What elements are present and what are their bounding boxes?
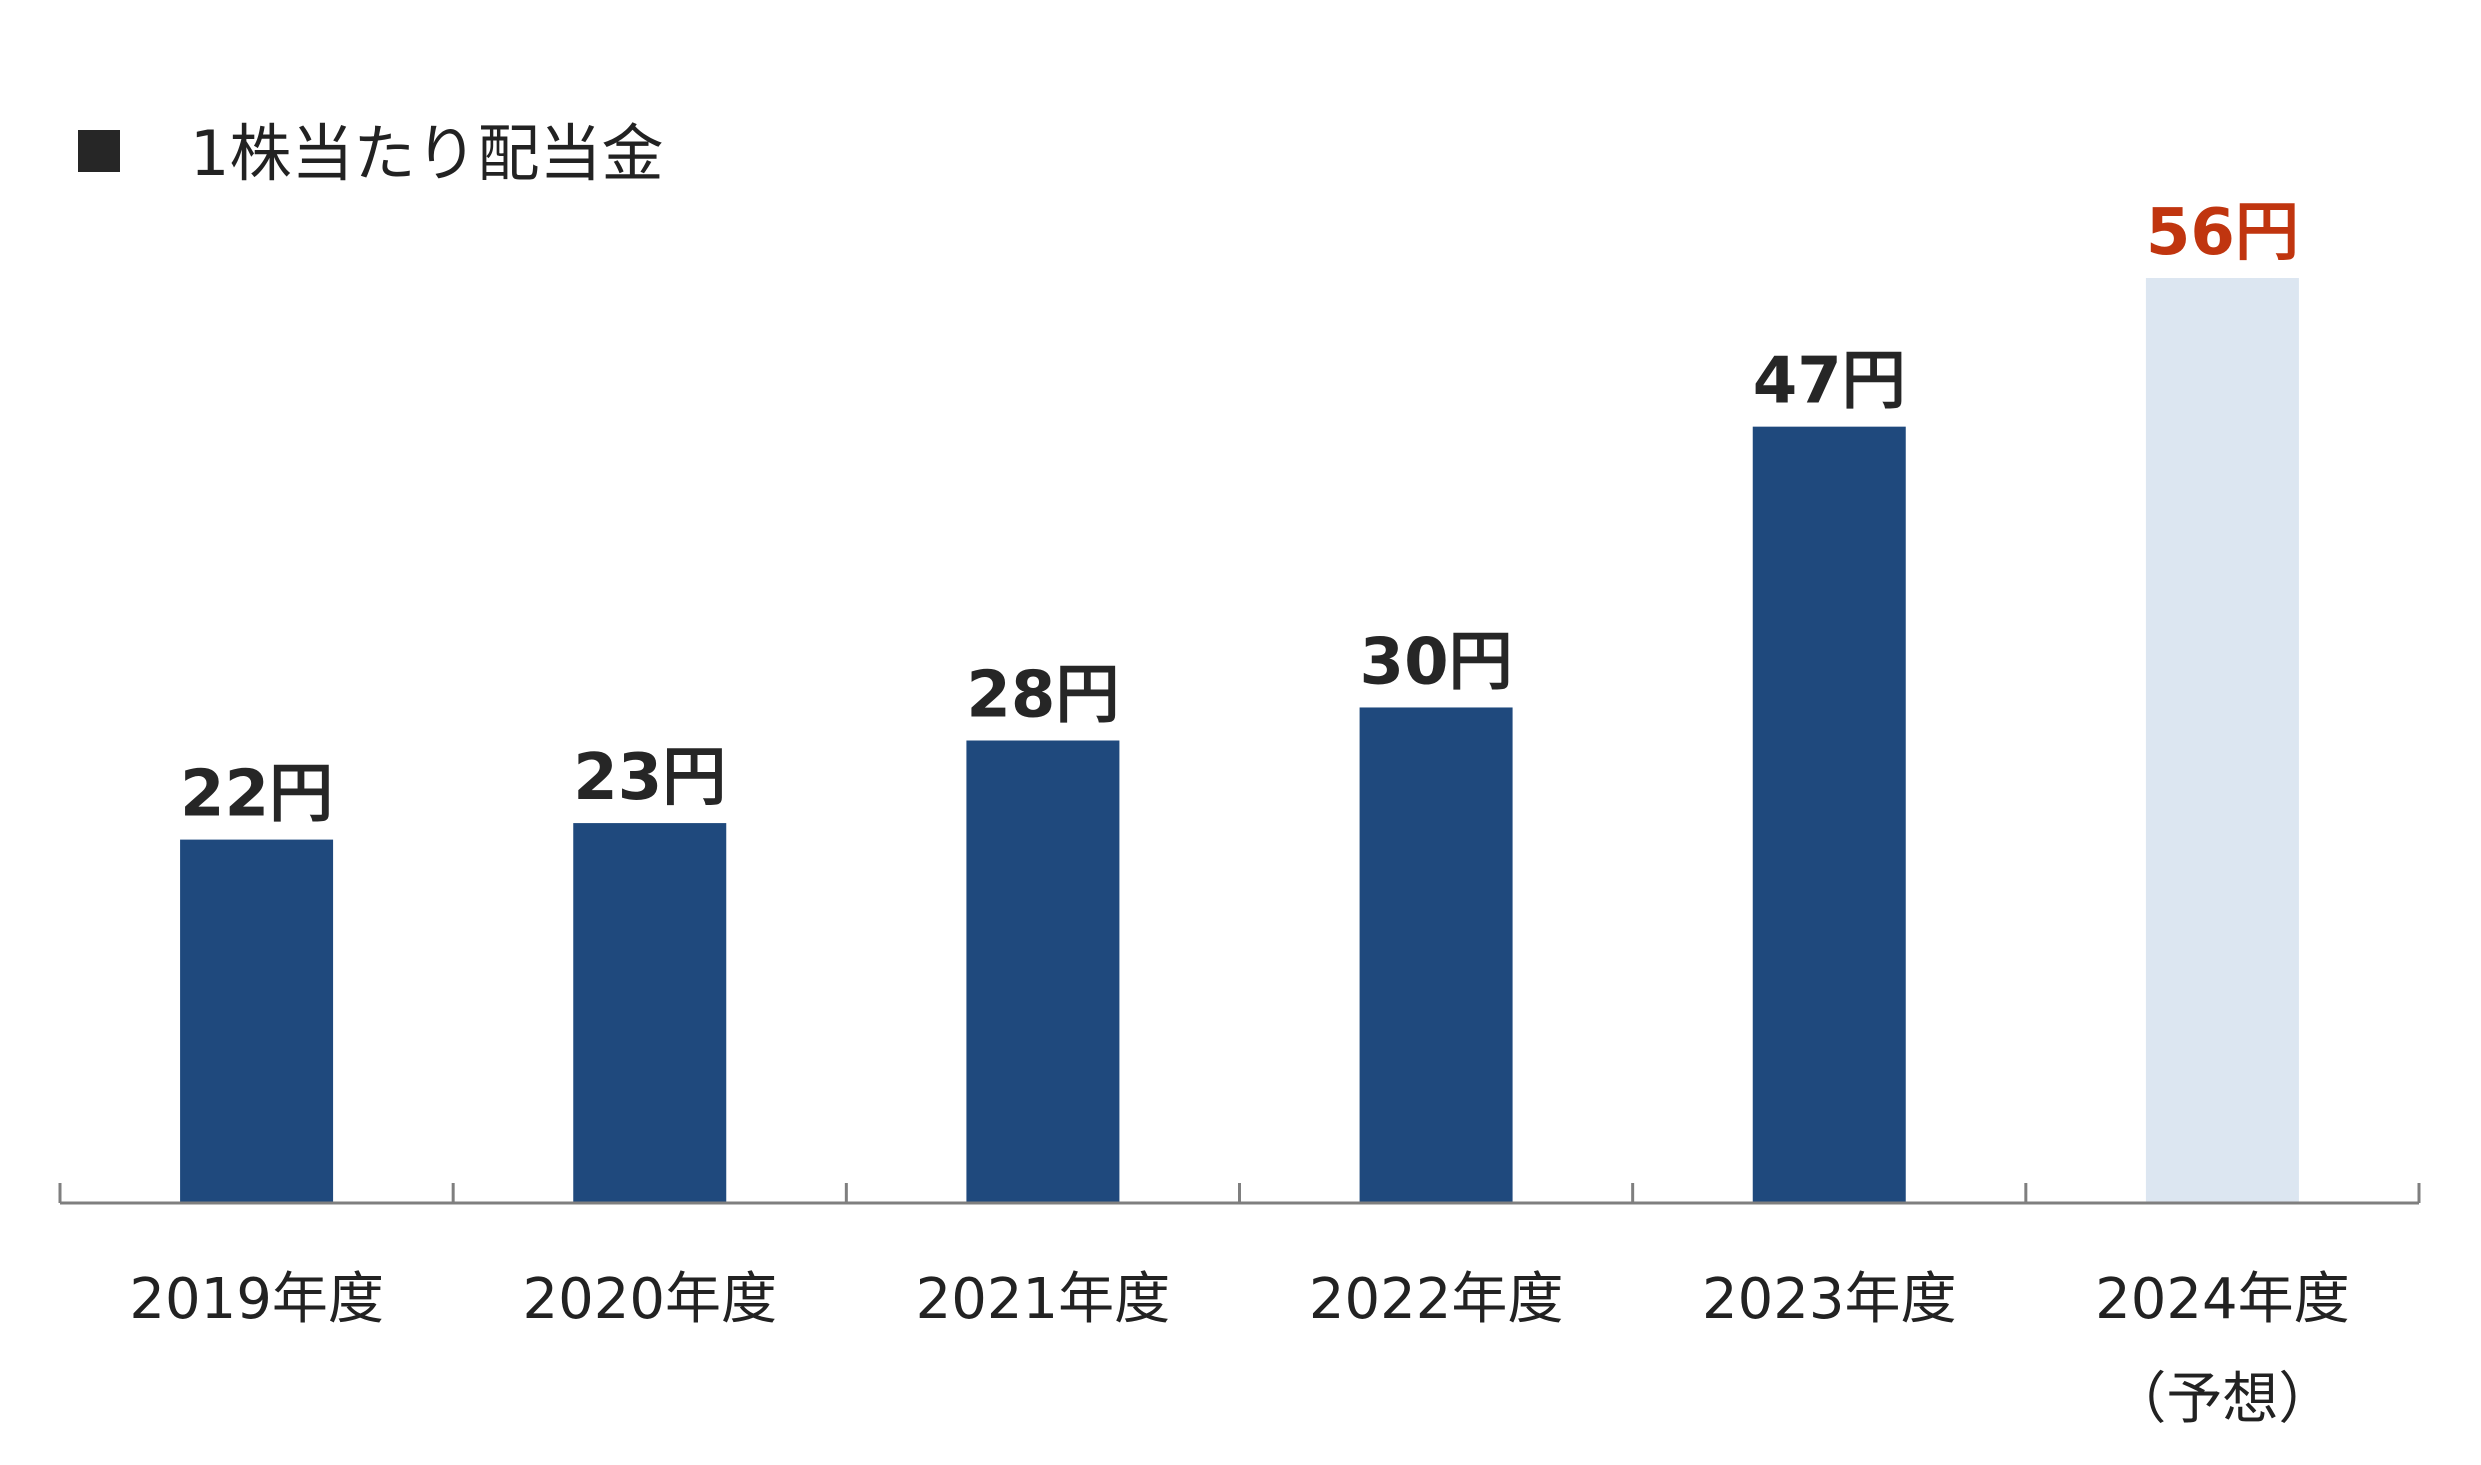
chart-title: 1株当たり配当金 [190, 117, 663, 190]
x-axis-labels: 2019年度 2020年度 2021年度 2022年度 2023年度 2024年度 （予想） [129, 1267, 2349, 1432]
value-label: 23円 [573, 741, 726, 815]
bar-2022年度 [1359, 707, 1513, 1203]
x-tick-label: 2023年度 [1702, 1267, 1957, 1332]
value-label: 28円 [966, 659, 1119, 733]
value-label: 30円 [1360, 625, 1513, 699]
bars-group [180, 278, 2299, 1203]
title-marker-icon [78, 130, 120, 172]
value-label: 22円 [180, 758, 333, 832]
bar-2019年度 [180, 839, 334, 1203]
bar-2023年度 [1752, 426, 1906, 1203]
value-labels-group: 22円 23円 28円 30円 47円 56円 [180, 196, 2299, 832]
x-tick-label: 2022年度 [1309, 1267, 1564, 1332]
bar-2024年度 [2145, 278, 2299, 1203]
value-label: 56円 [2146, 196, 2299, 270]
x-tick-label: 2024年度 [2095, 1267, 2350, 1332]
x-tick-label: 2021年度 [916, 1267, 1171, 1332]
x-tick-label: 2019年度 [129, 1267, 384, 1332]
bar-2020年度 [573, 823, 727, 1203]
x-tick-label: 2020年度 [522, 1267, 777, 1332]
bar-2021年度 [966, 740, 1120, 1203]
x-axis-ticks [58, 1183, 2421, 1203]
x-tick-note: （予想） [2110, 1367, 2334, 1432]
value-label: 47円 [1753, 345, 1906, 419]
